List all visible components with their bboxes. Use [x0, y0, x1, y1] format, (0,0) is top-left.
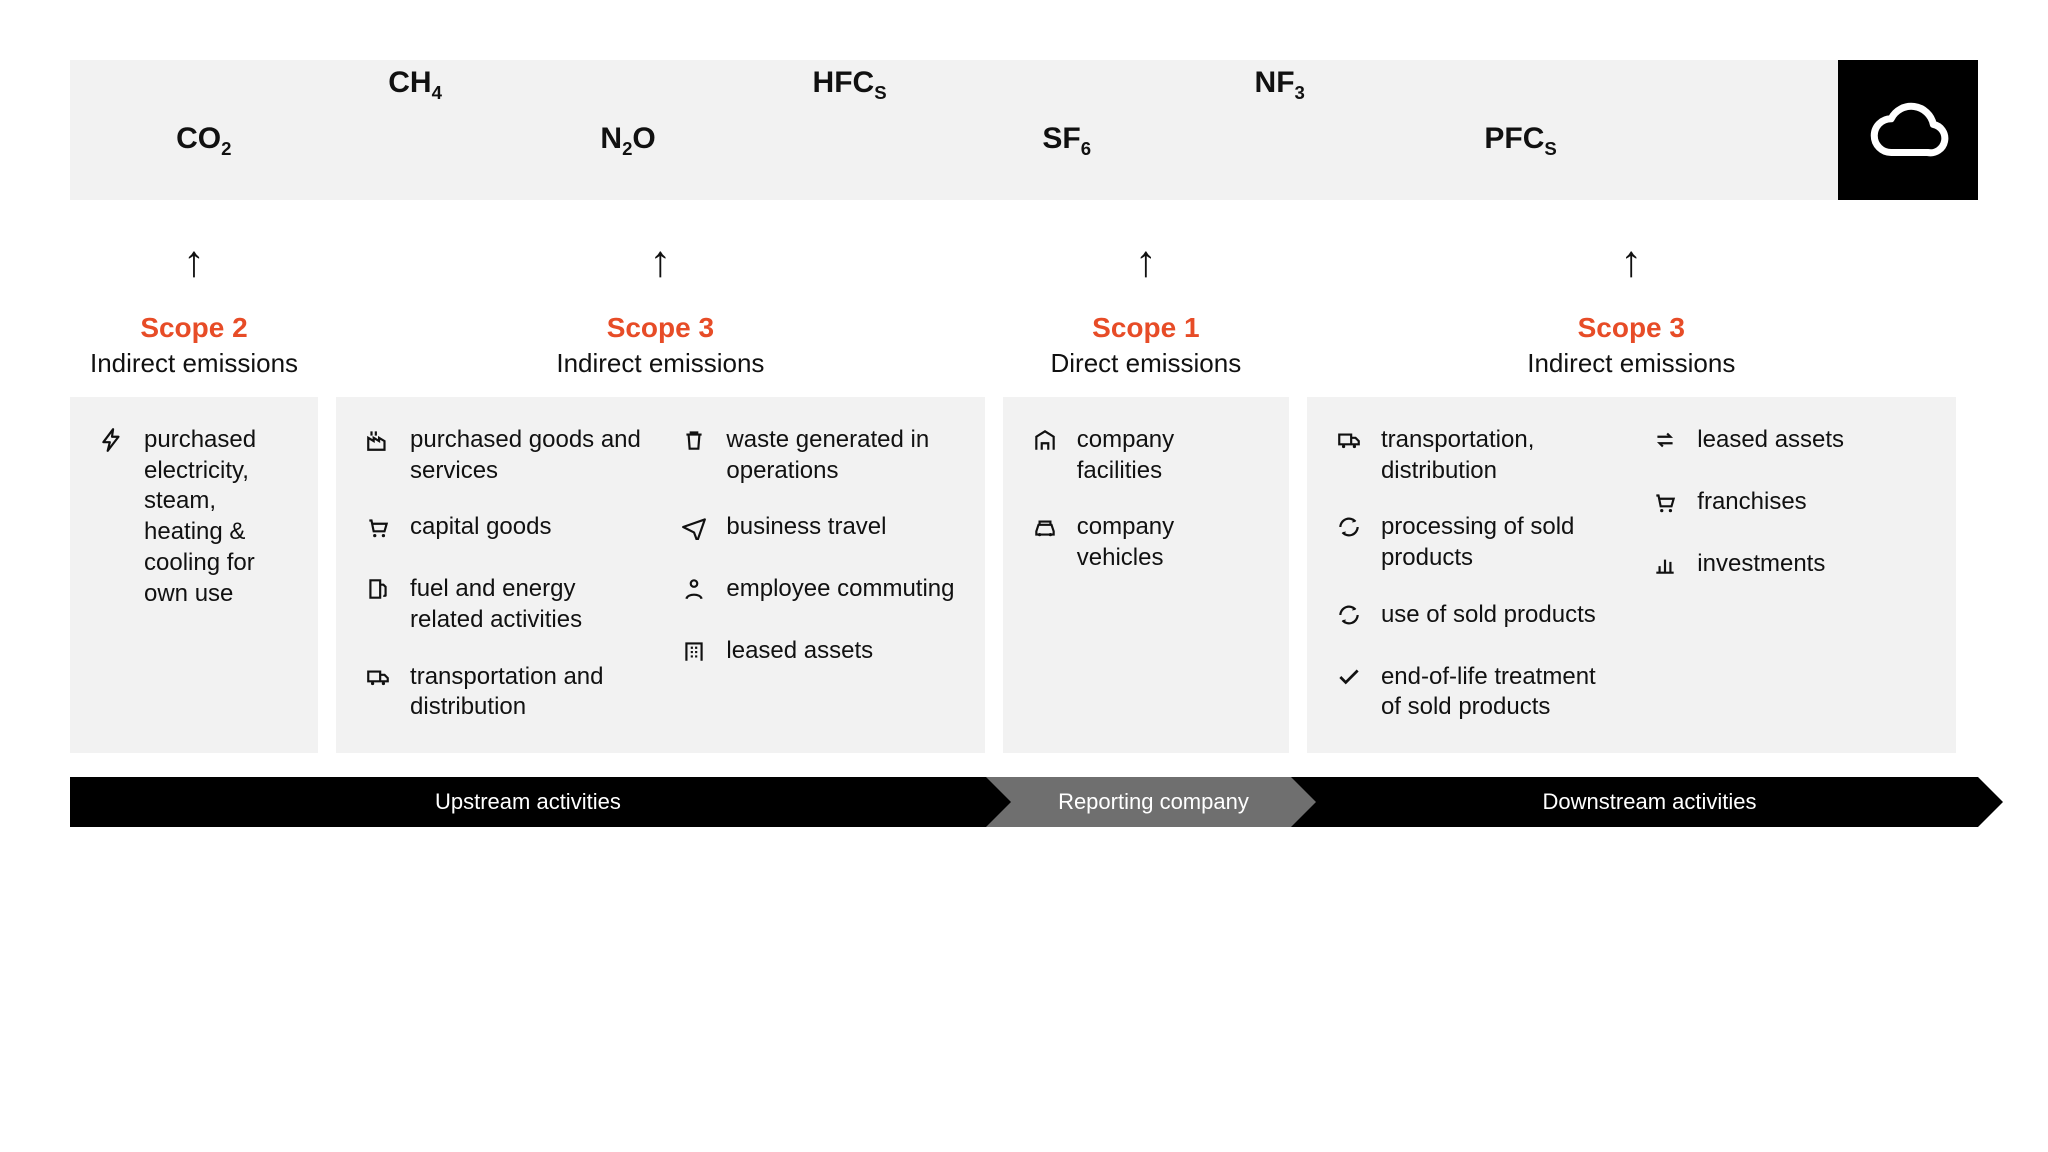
- list-item-text: purchased goods and services: [410, 425, 642, 486]
- scope-body: company facilities company vehicles: [1003, 397, 1289, 753]
- arrow-up-icon: ↑: [183, 240, 205, 284]
- gas-label: SF6: [1042, 122, 1091, 160]
- list-item-text: franchises: [1697, 487, 1806, 518]
- list-item-text: investments: [1697, 549, 1825, 580]
- swap-icon: [1649, 425, 1681, 461]
- scope-column-scope2: ↑ Scope 2 Indirect emissions purchased elec…: [70, 240, 318, 753]
- scope-column-scope3-down: ↑ Scope 3 Indirect emissions transportation…: [1307, 240, 1956, 753]
- list-item: company vehicles: [1029, 512, 1263, 573]
- fuel-icon: [362, 574, 394, 610]
- flow-segment: Downstream activities: [1291, 777, 1978, 827]
- list-item-text: leased assets: [1697, 425, 1844, 456]
- truck-icon: [362, 662, 394, 698]
- arrow-up-icon: ↑: [649, 240, 671, 284]
- list-item: use of sold products: [1333, 600, 1613, 636]
- factory-icon: [362, 425, 394, 461]
- trash-icon: [678, 425, 710, 461]
- cycle-icon: [1333, 512, 1365, 548]
- scope-heading: Scope 2 Indirect emissions: [70, 312, 318, 379]
- list-item: capital goods: [362, 512, 642, 548]
- cloud-icon-box: [1838, 60, 1978, 200]
- gas-label: PFCS: [1484, 122, 1556, 160]
- scope-title: Scope 2: [70, 312, 318, 344]
- gas-label: HFCS: [813, 66, 887, 104]
- list-item: employee commuting: [678, 574, 958, 610]
- gases-list: CO2 CH4 N2O HFCS SF6 NF3 PFCS: [70, 60, 1838, 200]
- list-item-text: leased assets: [726, 636, 873, 667]
- scope-body: purchased goods and services capital good…: [336, 397, 985, 753]
- bolt-icon: [96, 425, 128, 461]
- scope-subtitle: Direct emissions: [1003, 348, 1289, 379]
- list-item: waste generated in operations: [678, 425, 958, 486]
- person-icon: [678, 574, 710, 610]
- scope-columns: ↑ Scope 2 Indirect emissions purchased elec…: [70, 240, 1978, 753]
- list-item-text: fuel and energy related activities: [410, 574, 642, 635]
- cloud-icon: [1863, 85, 1953, 175]
- scope-title: Scope 3: [336, 312, 985, 344]
- flow-segment: Reporting company: [986, 777, 1291, 827]
- list-item: purchased goods and services: [362, 425, 642, 486]
- scope-body: transportation, distribution processing o…: [1307, 397, 1956, 753]
- ghg-scopes-infographic: CO2 CH4 N2O HFCS SF6 NF3 PFCS ↑ Scope 2 Indirect…: [0, 0, 2048, 1152]
- list-item: transportation and distribution: [362, 662, 642, 723]
- scope-subtitle: Indirect emissions: [1307, 348, 1956, 379]
- cart-icon: [1649, 487, 1681, 523]
- scope-heading: Scope 3 Indirect emissions: [1307, 312, 1956, 379]
- list-item: end-of-life treatment of sold products: [1333, 662, 1613, 723]
- list-item-text: use of sold products: [1381, 600, 1596, 631]
- list-item: investments: [1649, 549, 1929, 585]
- gases-banner: CO2 CH4 N2O HFCS SF6 NF3 PFCS: [70, 60, 1978, 200]
- list-item: company facilities: [1029, 425, 1263, 486]
- check-icon: [1333, 662, 1365, 698]
- list-item: purchased electricity, steam, heating & …: [96, 425, 292, 609]
- flow-segment: Upstream activities: [70, 777, 986, 827]
- list-item-text: purchased electricity, steam, heating & …: [144, 425, 292, 609]
- plane-icon: [678, 512, 710, 548]
- scope-body: purchased electricity, steam, heating & …: [70, 397, 318, 753]
- list-item-text: transportation and distribution: [410, 662, 642, 723]
- scope-heading: Scope 1 Direct emissions: [1003, 312, 1289, 379]
- cycle-icon: [1333, 600, 1365, 636]
- list-item-text: capital goods: [410, 512, 551, 543]
- scope-subtitle: Indirect emissions: [336, 348, 985, 379]
- arrow-up-icon: ↑: [1620, 240, 1642, 284]
- list-item-text: business travel: [726, 512, 886, 543]
- scope-column-scope1: ↑ Scope 1 Direct emissions company faciliti…: [1003, 240, 1289, 753]
- list-item: fuel and energy related activities: [362, 574, 642, 635]
- scope-title: Scope 1: [1003, 312, 1289, 344]
- list-item: business travel: [678, 512, 958, 548]
- list-item-text: company facilities: [1077, 425, 1263, 486]
- gas-label: CH4: [388, 66, 442, 104]
- scope-heading: Scope 3 Indirect emissions: [336, 312, 985, 379]
- cart-icon: [362, 512, 394, 548]
- list-item-text: waste generated in operations: [726, 425, 958, 486]
- gas-label: N2O: [600, 122, 655, 160]
- chart-icon: [1649, 549, 1681, 585]
- truck-icon: [1333, 425, 1365, 461]
- list-item-text: company vehicles: [1077, 512, 1263, 573]
- list-item: leased assets: [678, 636, 958, 672]
- list-item: leased assets: [1649, 425, 1929, 461]
- gas-label: CO2: [176, 122, 231, 160]
- building-icon: [678, 636, 710, 672]
- flow-bar: Upstream activitiesReporting companyDown…: [70, 777, 1978, 827]
- vehicle-icon: [1029, 512, 1061, 548]
- list-item: transportation, distribution: [1333, 425, 1613, 486]
- list-item: franchises: [1649, 487, 1929, 523]
- scope-subtitle: Indirect emissions: [70, 348, 318, 379]
- list-item: processing of sold products: [1333, 512, 1613, 573]
- arrow-up-icon: ↑: [1135, 240, 1157, 284]
- scope-column-scope3-up: ↑ Scope 3 Indirect emissions purchased good…: [336, 240, 985, 753]
- facility-icon: [1029, 425, 1061, 461]
- list-item-text: processing of sold products: [1381, 512, 1613, 573]
- list-item-text: employee commuting: [726, 574, 954, 605]
- list-item-text: transportation, distribution: [1381, 425, 1613, 486]
- scope-title: Scope 3: [1307, 312, 1956, 344]
- list-item-text: end-of-life treatment of sold products: [1381, 662, 1613, 723]
- gas-label: NF3: [1255, 66, 1305, 104]
